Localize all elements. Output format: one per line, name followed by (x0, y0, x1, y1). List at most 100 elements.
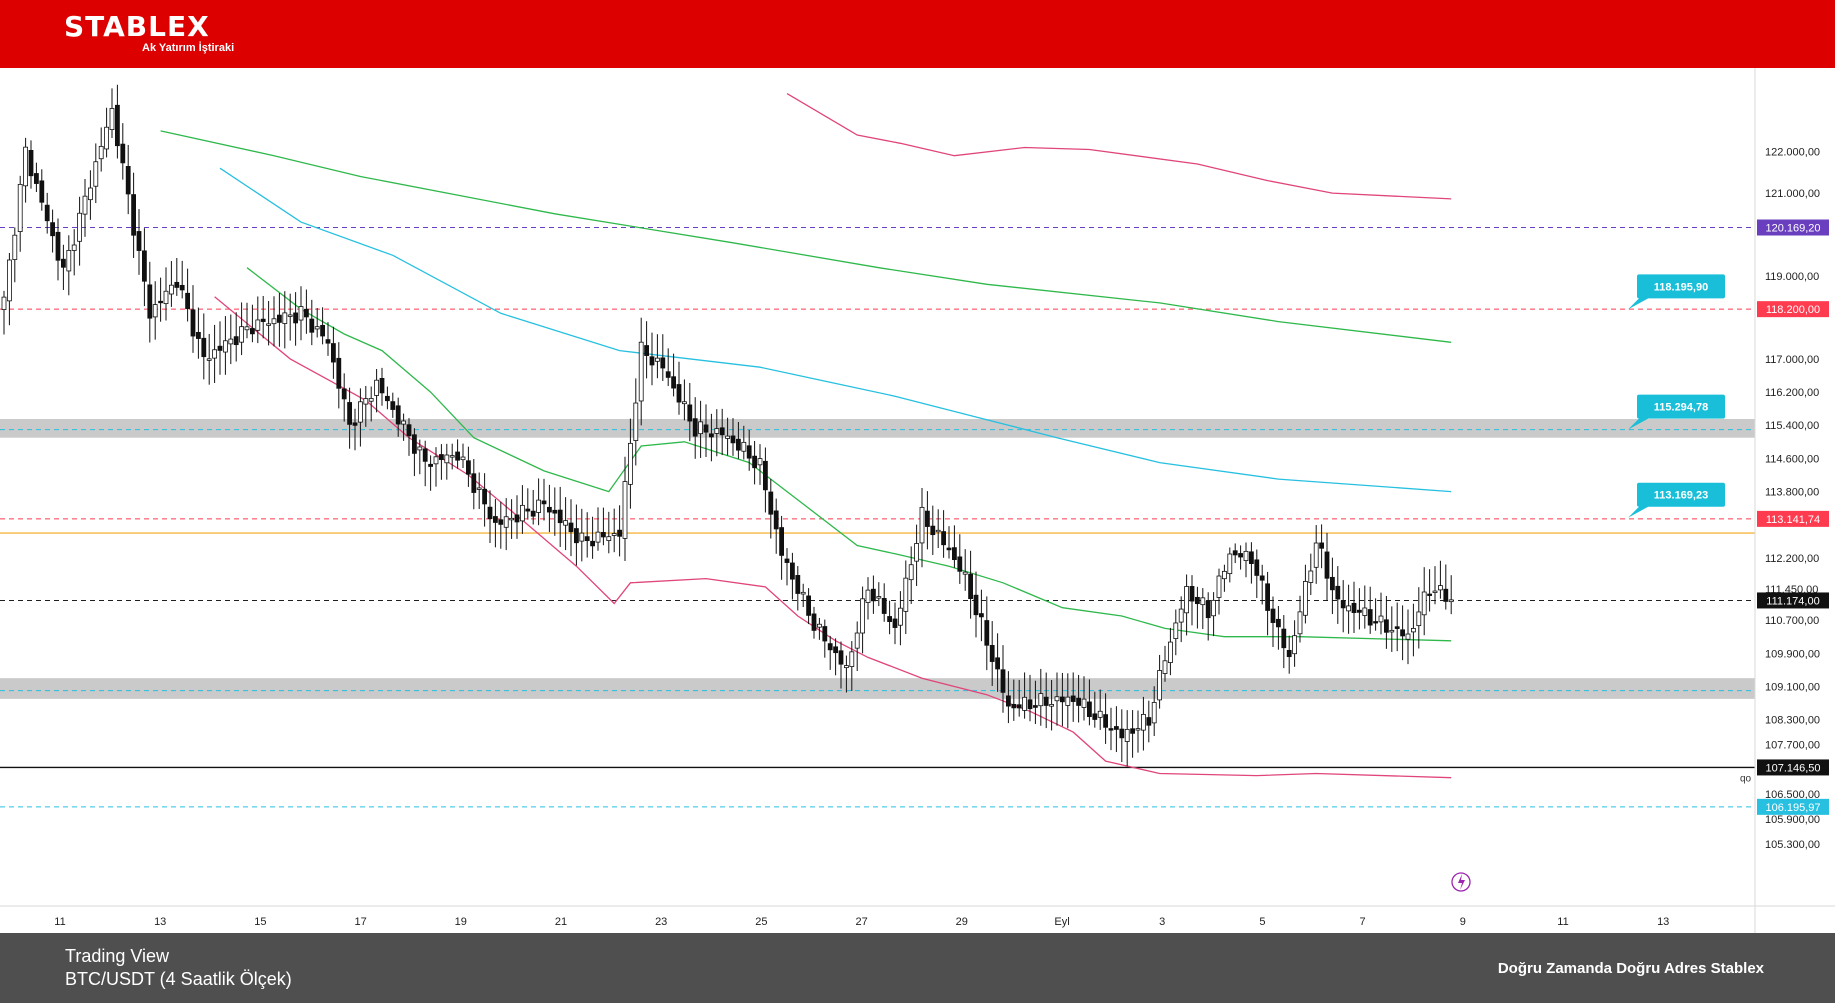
candle-body (1259, 575, 1265, 581)
candle-body (930, 525, 936, 536)
candle-body (892, 618, 898, 628)
candle-body (120, 143, 126, 164)
price-tag-label: 120.169,20 (1765, 223, 1820, 235)
candle-body (779, 527, 784, 556)
candle-body (309, 318, 315, 333)
indicator-band-line (786, 93, 1452, 200)
candle-body (1438, 585, 1443, 591)
candle-body (1189, 586, 1195, 602)
candle-body (314, 326, 320, 330)
x-tick-label: Eyl (1054, 916, 1069, 928)
callout-pointer (1628, 505, 1650, 518)
x-tick-label: 11 (1557, 916, 1568, 928)
candle-body (1022, 696, 1027, 711)
candle-body (1114, 726, 1119, 730)
candle-body (1141, 713, 1146, 731)
candle-body (287, 314, 293, 317)
candle-body (303, 308, 309, 318)
candle-body (671, 376, 676, 389)
candle-body (1070, 695, 1076, 702)
candle-body (919, 506, 925, 544)
candle-body (1421, 591, 1427, 616)
footer-bar: Trading View BTC/USDT (4 Saatlik Ölçek) … (0, 933, 1835, 1003)
candle-body (271, 318, 277, 325)
candle-body (71, 244, 77, 251)
candle-body (1011, 703, 1017, 709)
y-tick-label: 117.000,00 (1765, 354, 1819, 366)
candle-body (1195, 596, 1200, 605)
candle-body (1119, 728, 1125, 739)
candle-body (595, 531, 601, 543)
candle-body (903, 577, 909, 612)
x-tick-label: 11 (54, 916, 65, 928)
brand-header: STABLEX Ak Yatırım İştiraki (0, 0, 1835, 68)
y-tick-label: 108.300,00 (1765, 715, 1820, 727)
indicator-band-line (246, 267, 1452, 642)
candle-body (822, 626, 828, 642)
candle-body (795, 575, 801, 594)
candle-body (676, 384, 682, 403)
footer-subtitle: BTC/USDT (4 Saatlik Ölçek) (65, 969, 292, 989)
candle-body (368, 398, 374, 402)
candle-body (125, 166, 131, 195)
candle-body (401, 420, 407, 425)
indicator-band-line (219, 167, 1452, 493)
candle-body (460, 456, 466, 461)
candle-body (1303, 581, 1308, 616)
y-tick-label: 110.700,00 (1765, 615, 1819, 627)
price-tag (1757, 510, 1829, 527)
candle-body (898, 607, 903, 626)
y-tick-label: 116.200,00 (1765, 387, 1819, 399)
price-tag-label: 107.146,50 (1765, 762, 1820, 774)
x-tick-label: 13 (1657, 916, 1669, 928)
y-tick-label: 106.500,00 (1765, 789, 1820, 801)
candle-body (1006, 695, 1011, 707)
candle-body (703, 424, 709, 433)
candle-body (887, 616, 892, 622)
candle-body (320, 324, 326, 337)
btc-price-chart[interactable]: 122.000,00 121.000,00 119.000,00 117.000,00… (0, 68, 1835, 933)
candle-body (1330, 576, 1335, 591)
candle-body (206, 358, 212, 361)
candle-body (1205, 600, 1211, 619)
candle-body (1411, 627, 1416, 633)
y-tick-label: 109.100,00 (1765, 681, 1820, 693)
candle-body (876, 596, 882, 599)
y-tick-label: 105.900,00 (1765, 814, 1820, 826)
candle-body (995, 657, 1000, 670)
y-tick-label: 115.400,00 (1765, 420, 1819, 432)
candle-body (325, 339, 331, 344)
candle-body (487, 506, 493, 520)
candle-body (433, 456, 439, 465)
y-tick-label: 113.800,00 (1765, 487, 1819, 499)
candle-body (503, 516, 509, 528)
candle-body (1076, 697, 1081, 706)
candle-body (1092, 713, 1098, 720)
candle-body (1038, 693, 1044, 707)
candle-body (34, 173, 39, 184)
candle-body (17, 183, 23, 232)
price-tag-label: 106.195,97 (1765, 802, 1820, 814)
candle-body (217, 345, 223, 351)
candle-body (741, 441, 747, 452)
candle-body (482, 488, 488, 505)
lightning-icon[interactable] (1451, 872, 1471, 892)
candle-body (255, 319, 261, 331)
candle-body (411, 434, 417, 454)
y-tick-label: 119.000,00 (1765, 271, 1819, 283)
candle-body (552, 509, 558, 514)
x-tick-label: 15 (254, 916, 266, 928)
x-tick-label: 7 (1360, 916, 1366, 928)
candle-body (649, 356, 655, 366)
candle-body (201, 337, 207, 358)
x-tick-label: 19 (455, 916, 467, 928)
candle-body (1216, 575, 1222, 598)
candle-body (12, 234, 18, 260)
candle-body (1292, 635, 1297, 655)
candle-body (622, 481, 628, 539)
candle-body (844, 665, 849, 669)
price-tag-label: 113.141,74 (1766, 514, 1820, 526)
candle-body (406, 424, 412, 437)
price-tag-label: 118.200,00 (1766, 304, 1820, 316)
candle-body (1357, 609, 1362, 613)
